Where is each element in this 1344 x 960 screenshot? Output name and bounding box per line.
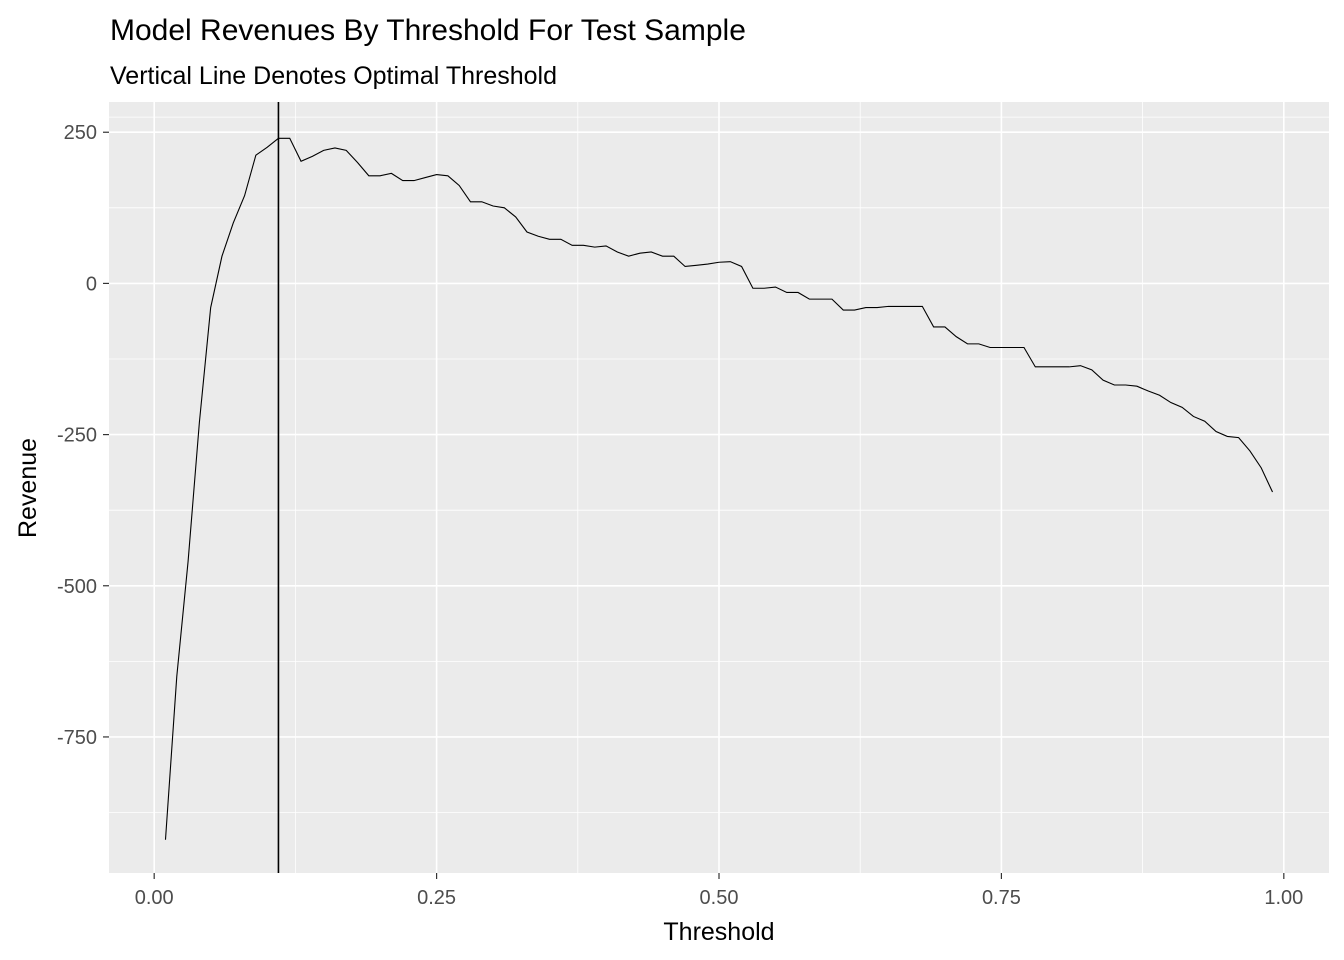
revenue-line <box>164 137 1274 840</box>
y-axis-title: Revenue <box>14 438 42 538</box>
x-tick-label: 0.75 <box>982 887 1021 909</box>
chart-subtitle: Vertical Line Denotes Optimal Threshold <box>110 62 557 90</box>
y-axis: 250 0 -250 -500 -750 <box>57 122 109 749</box>
x-tick-label: 0.25 <box>417 887 456 909</box>
x-axis: 0.00 0.25 0.50 0.75 1.00 <box>135 873 1303 909</box>
x-axis-title: Threshold <box>663 918 774 946</box>
y-tick-label: -500 <box>57 576 97 598</box>
x-tick-label: 0.50 <box>700 887 739 909</box>
chart-title: Model Revenues By Threshold For Test Sam… <box>110 14 746 47</box>
y-tick-label: -750 <box>57 727 97 749</box>
y-tick-label: -250 <box>57 425 97 447</box>
grid-major <box>109 102 1329 873</box>
y-tick-label: 250 <box>64 122 97 144</box>
x-tick-label: 0.00 <box>135 887 174 909</box>
x-tick-label: 1.00 <box>1264 887 1303 909</box>
y-tick-label: 0 <box>86 273 97 295</box>
